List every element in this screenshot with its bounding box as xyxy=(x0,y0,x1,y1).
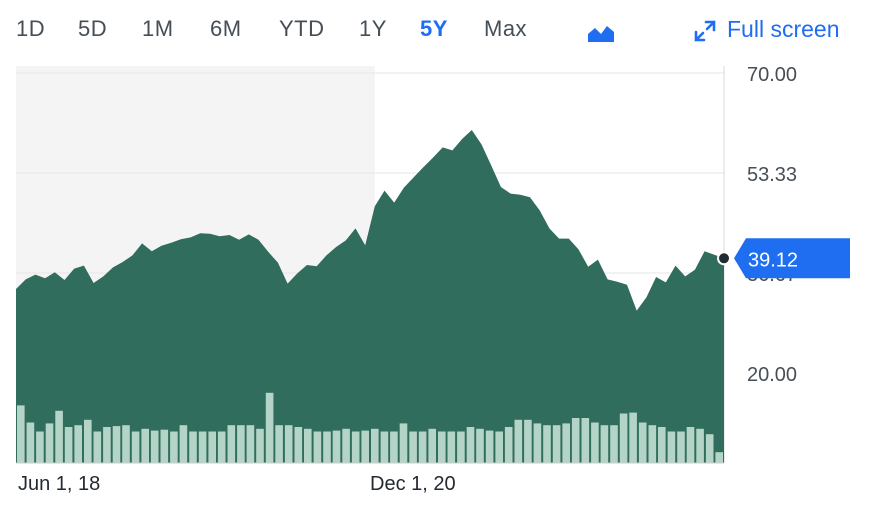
volume-bar xyxy=(457,431,465,463)
volume-bar xyxy=(55,410,63,463)
volume-bar xyxy=(380,431,389,463)
volume-bar xyxy=(447,431,456,463)
x-tick-label: Jun 1, 18 xyxy=(18,473,100,495)
volume-bar xyxy=(476,428,484,463)
range-toolbar: 1D 5D 1M 6M YTD 1Y 5Y Max Full screen xyxy=(0,0,870,62)
volume-bar xyxy=(93,431,102,463)
volume-bar xyxy=(562,423,570,463)
volume-bar xyxy=(45,423,54,463)
volume-bar xyxy=(667,431,676,463)
volume-bar xyxy=(84,419,92,463)
volume-bar xyxy=(265,392,274,463)
volume-bar xyxy=(323,431,331,463)
volume-bar xyxy=(399,423,408,463)
volume-bar xyxy=(514,419,523,463)
volume-bar xyxy=(418,431,427,463)
volume-bar xyxy=(275,425,283,463)
range-ytd-button[interactable]: YTD xyxy=(279,16,325,41)
volume-bar xyxy=(686,427,695,463)
volume-bar xyxy=(131,431,140,463)
volume-bar xyxy=(26,422,35,463)
x-tick-label: Dec 1, 20 xyxy=(370,473,456,495)
y-tick-label: 20.00 xyxy=(747,364,797,386)
volume-bar xyxy=(342,428,350,463)
volume-bar xyxy=(524,419,532,463)
range-6m-button[interactable]: 6M xyxy=(210,16,242,41)
volume-bar xyxy=(438,431,446,463)
volume-bar xyxy=(543,425,551,463)
volume-bar xyxy=(160,429,169,463)
fullscreen-label: Full screen xyxy=(727,16,840,42)
volume-bar xyxy=(619,413,628,463)
volume-bar xyxy=(74,425,82,463)
volume-bar xyxy=(371,428,379,463)
volume-bar xyxy=(351,431,360,463)
y-tick-label: 70.00 xyxy=(747,64,797,86)
volume-bar xyxy=(237,425,245,463)
volume-bar xyxy=(715,452,723,463)
volume-bar xyxy=(705,434,714,463)
volume-bar xyxy=(638,422,647,463)
volume-bar xyxy=(294,427,303,463)
volume-bar xyxy=(571,418,580,463)
volume-bar xyxy=(504,427,513,463)
y-tick-label: 53.33 xyxy=(747,164,797,186)
volume-bar xyxy=(179,425,188,463)
volume-bar xyxy=(246,425,255,463)
current-price-badge xyxy=(734,238,850,279)
expand-arrows-icon xyxy=(692,18,718,44)
volume-bar xyxy=(677,431,685,463)
volume-bar xyxy=(409,431,417,463)
volume-bar xyxy=(390,431,398,463)
volume-bar xyxy=(208,431,216,463)
volume-bar xyxy=(150,430,159,463)
area-chart-icon[interactable] xyxy=(586,20,616,44)
volume-bar xyxy=(696,428,704,463)
volume-bar xyxy=(533,423,542,463)
volume-bar xyxy=(284,425,293,463)
volume-bar xyxy=(648,425,657,463)
volume-bar xyxy=(581,418,590,463)
volume-bar xyxy=(361,430,369,463)
range-max-button[interactable]: Max xyxy=(484,16,528,41)
volume-bar xyxy=(332,430,341,463)
range-5y-button[interactable]: 5Y xyxy=(420,16,448,41)
volume-bar xyxy=(36,431,44,463)
volume-bar xyxy=(591,422,599,463)
price-area-series xyxy=(16,130,724,463)
volume-bar xyxy=(141,428,149,463)
volume-bar xyxy=(189,431,197,463)
volume-bar xyxy=(495,431,503,463)
range-1y-button[interactable]: 1Y xyxy=(359,16,387,41)
volume-bar xyxy=(552,425,561,463)
volume-bar xyxy=(428,428,436,463)
volume-bar xyxy=(629,412,637,463)
volume-bar xyxy=(227,425,236,463)
volume-bar xyxy=(198,431,207,463)
volume-bar xyxy=(610,425,618,463)
volume-bar xyxy=(256,428,264,463)
volume-bar xyxy=(64,427,73,463)
volume-bar xyxy=(112,426,121,463)
volume-bar xyxy=(17,405,25,463)
volume-bar xyxy=(485,430,494,463)
volume-bar xyxy=(217,431,226,463)
volume-bar xyxy=(170,431,178,463)
volume-bar xyxy=(466,427,475,463)
range-1d-button[interactable]: 1D xyxy=(16,16,46,41)
range-5d-button[interactable]: 5D xyxy=(78,16,108,41)
volume-bar xyxy=(313,431,322,463)
volume-bar xyxy=(600,425,609,463)
volume-bar xyxy=(304,428,312,463)
current-price-dot xyxy=(717,251,731,266)
volume-bar xyxy=(658,427,666,463)
volume-bar xyxy=(122,425,130,463)
range-1m-button[interactable]: 1M xyxy=(142,16,174,41)
current-price-label: 39.12 xyxy=(748,249,798,271)
volume-bar xyxy=(103,427,111,463)
